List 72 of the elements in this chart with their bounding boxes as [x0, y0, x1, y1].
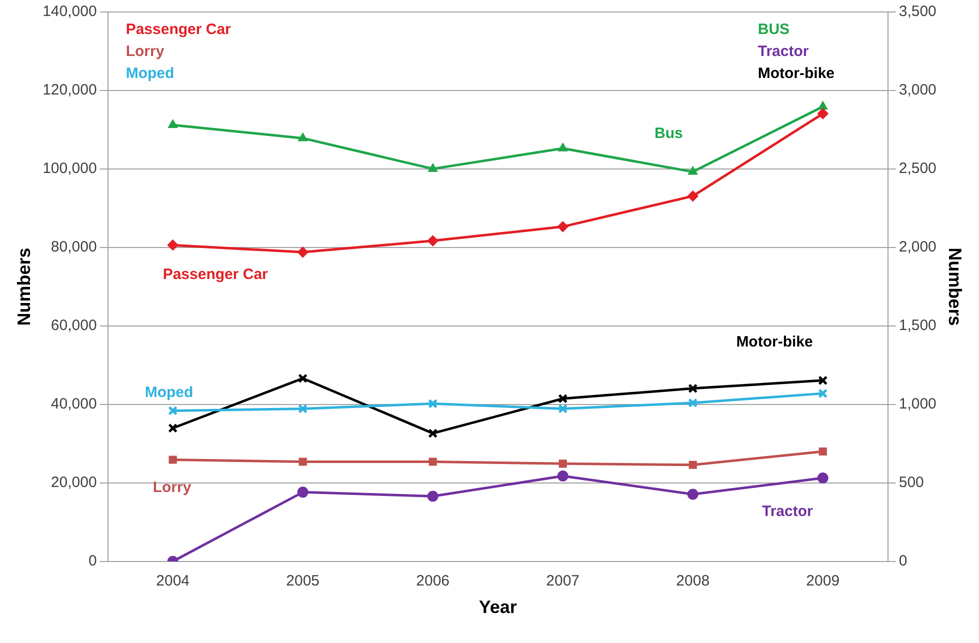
- point: [298, 374, 308, 384]
- point: [298, 132, 308, 142]
- point: [427, 490, 438, 502]
- point: [817, 108, 828, 120]
- y2-tick-label: 500: [898, 474, 924, 492]
- annotation: Lorry: [126, 43, 165, 60]
- point: [687, 488, 698, 500]
- point: [558, 394, 568, 404]
- point: [818, 388, 828, 398]
- y-tick-label: 100,000: [42, 160, 97, 178]
- point: [557, 221, 568, 232]
- annotation: Moped: [126, 65, 174, 82]
- point: [298, 404, 308, 414]
- y-tick-label: 140,000: [42, 3, 97, 20]
- point: [428, 163, 438, 172]
- point: [168, 120, 178, 128]
- point: [427, 235, 438, 246]
- point: [168, 423, 178, 433]
- point: [818, 101, 828, 110]
- point: [297, 486, 308, 498]
- x-axis-title: Year: [478, 597, 517, 618]
- series-label: Moped: [144, 384, 194, 401]
- point: [687, 190, 698, 202]
- y2-axis-title: Numbers: [945, 248, 966, 326]
- point: [558, 460, 567, 468]
- series-label: Motor-bike: [736, 334, 813, 351]
- x-tick-label: 2007: [546, 572, 580, 590]
- y2-tick-label: 3,000: [898, 82, 936, 99]
- point: [168, 406, 178, 416]
- x-tick-label: 2004: [156, 572, 190, 590]
- point: [557, 470, 568, 482]
- y2-tick-label: 1,000: [898, 396, 936, 413]
- point: [818, 376, 828, 386]
- y2-tick-label: 2,000: [898, 238, 936, 256]
- y-tick-label: 40,000: [50, 396, 97, 413]
- y-tick-label: 20,000: [50, 474, 97, 492]
- y-tick-label: 120,000: [42, 82, 97, 99]
- y2-tick-label: 3,500: [898, 3, 936, 20]
- point: [817, 472, 828, 484]
- y2-tick-label: 0: [898, 552, 908, 570]
- point: [297, 246, 308, 258]
- y-axis-title: Numbers: [14, 248, 34, 326]
- point: [428, 428, 438, 438]
- y2-tick-label: 2,500: [898, 160, 936, 178]
- y-tick-label: 60,000: [50, 317, 97, 334]
- point: [688, 398, 698, 408]
- point: [558, 404, 568, 414]
- point: [688, 166, 698, 175]
- annotation: Motor-bike: [758, 65, 835, 82]
- y-tick-label: 80,000: [50, 238, 97, 256]
- point: [688, 460, 697, 469]
- series-label: Passenger Car: [162, 266, 268, 284]
- y2-tick-label: 1,500: [898, 317, 936, 334]
- point: [688, 384, 698, 394]
- point: [298, 458, 307, 466]
- annotation: Passenger Car: [126, 21, 232, 38]
- series-label: Tractor: [762, 503, 814, 520]
- point: [818, 447, 827, 456]
- x-tick-label: 2008: [676, 572, 710, 590]
- point: [428, 398, 438, 408]
- point: [168, 456, 177, 464]
- x-tick-label: 2005: [286, 572, 320, 590]
- annotation: BUS: [758, 21, 790, 38]
- series-label: Bus: [654, 124, 683, 142]
- x-tick-label: 2006: [416, 572, 450, 590]
- y-tick-label: 0: [88, 552, 97, 570]
- point: [167, 240, 178, 251]
- annotation: Tractor: [758, 43, 809, 60]
- series-label: Lorry: [152, 478, 192, 496]
- x-tick-label: 2009: [806, 572, 840, 590]
- point: [558, 142, 568, 152]
- point: [428, 458, 437, 466]
